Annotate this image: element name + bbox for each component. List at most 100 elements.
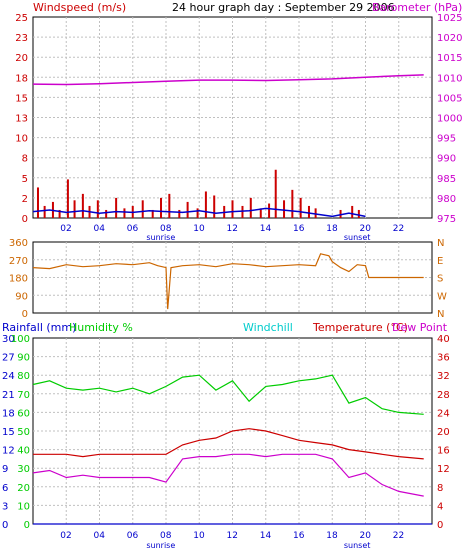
humidity-tick-label: 0 [24,520,30,531]
windspeed-bar [231,200,234,218]
barometer-tick-label: 990 [437,154,456,165]
direction-tick-label: 0 [22,309,28,320]
wind-panel-x-tick-label: 14 [260,224,272,234]
humidity-tick-label: 80 [17,371,30,382]
windspeed-bar [168,193,171,218]
barometer-line [32,74,424,86]
compass-tick-label: W [437,291,447,302]
barometer-tick-label: 975 [437,214,456,225]
compass-tick-label: E [437,256,443,267]
temperature-tick-label: 20 [437,427,450,438]
rainfall-tick-label: 30 [2,334,15,345]
windspeed-bar [141,200,144,218]
barometer-tick-label: 980 [437,194,456,205]
temp-panel-sunset-label: sunset [344,541,371,550]
wind-direction-line [32,253,424,310]
compass-tick-label: N [437,238,444,249]
barometer-tick-label: 1020 [437,33,462,44]
rainfall-tick-label: 21 [2,390,15,401]
windspeed-bar [351,205,354,218]
windspeed-bar [241,205,244,218]
temperature-tick-label: 4 [437,501,443,512]
humidity-tick-label: 90 [17,353,30,364]
temperature-label: Temperature (°C) [312,321,408,334]
wind-panel-x-tick-label: 06 [127,224,139,234]
humidity-tick-label: 30 [17,464,30,475]
temperature-tick-label: 8 [437,483,443,494]
rainfall-tick-label: 12 [2,446,15,457]
wind-panel-sunrise-label: sunrise [146,233,175,242]
wind-panel-x-tick-label: 16 [293,224,305,234]
compass-tick-label: S [437,274,443,285]
temp-panel-x-tick-label: 16 [293,531,305,541]
temperature-line [33,428,424,460]
windspeed-bar [160,197,163,218]
wind-panel-x-tick-label: 10 [193,224,205,234]
windspeed-tick-label: 15 [15,93,28,104]
temp-panel-x-tick-label: 08 [160,531,172,541]
barometer-tick-label: 1005 [437,93,462,104]
temp-panel-x-tick-label: 14 [260,531,272,541]
windspeed-bar [36,187,39,218]
windspeed-bar [73,200,76,218]
temperature-tick-label: 32 [437,371,450,382]
humidity-tick-label: 20 [17,483,30,494]
windspeed-tick-label: 5 [22,174,28,185]
windspeed-tick-label: 25 [15,13,28,24]
temp-panel-sunrise-label: sunrise [146,541,175,550]
windspeed-bar [314,208,317,218]
barometer-tick-label: 1010 [437,73,462,84]
direction-tick-label: 270 [9,256,28,267]
temperature-tick-label: 16 [437,446,450,457]
windspeed-tick-label: 20 [15,53,28,64]
temperature-tick-label: 36 [437,353,450,364]
barometer-tick-label: 1015 [437,53,462,64]
temp-panel-x-tick-label: 06 [127,531,139,541]
temperature-tick-label: 28 [437,390,450,401]
barometer-tick-label: 985 [437,174,456,185]
rainfall-label: Rainfall (mm) [2,321,76,334]
humidity-tick-label: 60 [17,408,30,419]
rainfall-tick-label: 6 [2,483,8,494]
dewpoint-line [32,453,424,497]
windspeed-label: Windspeed (m/s) [33,1,126,14]
windspeed-bar [81,193,84,218]
wind-panel-x-tick-label: 12 [227,224,238,234]
wind-panel-x-tick-label: 22 [393,224,404,234]
windspeed-tick-label: 10 [15,134,28,145]
humidity-tick-label: 40 [17,446,30,457]
humidity-tick-label: 100 [11,334,30,345]
windspeed-bar [151,209,154,218]
compass-tick-label: N [437,309,444,320]
barometer-tick-label: 995 [437,134,456,145]
barometer-label: Barometer (hPa) [372,1,462,14]
windspeed-bar [204,191,207,218]
temp-panel-x-tick-label: 10 [193,531,205,541]
windspeed-bar [299,197,302,218]
windspeed-bar [268,203,271,218]
windspeed-bar [249,197,252,218]
wind-avg-line [32,207,366,218]
rainfall-tick-label: 0 [2,520,8,531]
windspeed-tick-label: 0 [22,214,28,225]
windspeed-tick-label: 18 [15,73,28,84]
barometer-tick-label: 1025 [437,13,462,24]
humidity-tick-label: 70 [17,390,30,401]
windchill-label: Windchill [243,321,293,334]
temp-panel-x-tick-label: 12 [227,531,238,541]
windspeed-bar [259,208,262,218]
rainfall-tick-label: 3 [2,501,8,512]
windspeed-bar [178,209,181,218]
wind-panel-x-tick-label: 02 [60,224,71,234]
temp-panel-x-tick-label: 02 [60,531,71,541]
windspeed-bar [96,200,99,218]
direction-tick-label: 180 [9,274,28,285]
windspeed-bar [43,205,46,218]
barometer-tick-label: 1000 [437,114,462,125]
windspeed-bar [357,209,360,218]
humidity-line [32,374,424,415]
windspeed-bar [307,205,310,218]
rainfall-tick-label: 27 [2,353,15,364]
